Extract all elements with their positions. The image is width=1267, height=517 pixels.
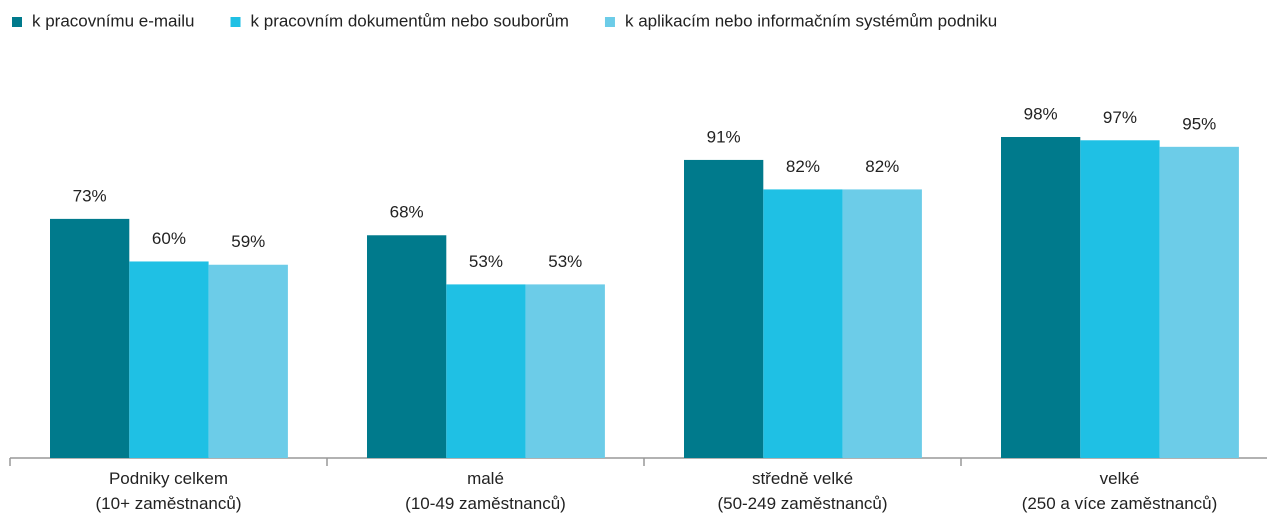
legend-swatch — [604, 17, 615, 27]
data-label: 91% — [707, 127, 741, 146]
legend-swatch — [230, 17, 241, 27]
data-label: 82% — [865, 157, 899, 176]
bar — [842, 189, 922, 459]
bar — [446, 284, 526, 458]
data-label: 68% — [390, 203, 424, 222]
bar — [684, 159, 764, 458]
x-tick-label: Podniky celkem (10+ zaměstnanců) — [95, 469, 242, 513]
bar — [1080, 140, 1160, 458]
bar — [763, 189, 843, 459]
legend-label: k aplikacím nebo informačním systémům po… — [625, 11, 997, 30]
bar — [1001, 137, 1081, 458]
x-tick-label: středně velké (50-249 zaměstnanců) — [717, 469, 888, 513]
data-label: 53% — [548, 252, 582, 271]
bar — [50, 218, 130, 458]
data-label: 98% — [1024, 104, 1058, 123]
data-label: 59% — [231, 232, 265, 251]
data-label: 53% — [469, 252, 503, 271]
bar — [525, 284, 605, 458]
x-tick-label: malé (10-49 zaměstnanců) — [405, 469, 566, 513]
legend-label: k pracovnímu e-mailu — [32, 11, 195, 30]
bar — [129, 261, 209, 458]
x-tick-label: velké (250 a více zaměstnanců) — [1021, 469, 1218, 513]
data-label: 60% — [152, 229, 186, 248]
data-label: 73% — [73, 186, 107, 205]
legend-label: k pracovním dokumentům nebo souborům — [251, 11, 569, 30]
legend-swatch — [12, 17, 22, 27]
bar — [1159, 146, 1239, 458]
data-label: 82% — [786, 157, 820, 176]
bar — [367, 235, 447, 458]
data-label: 95% — [1182, 114, 1216, 133]
bar — [208, 264, 288, 458]
data-label: 97% — [1103, 108, 1137, 127]
